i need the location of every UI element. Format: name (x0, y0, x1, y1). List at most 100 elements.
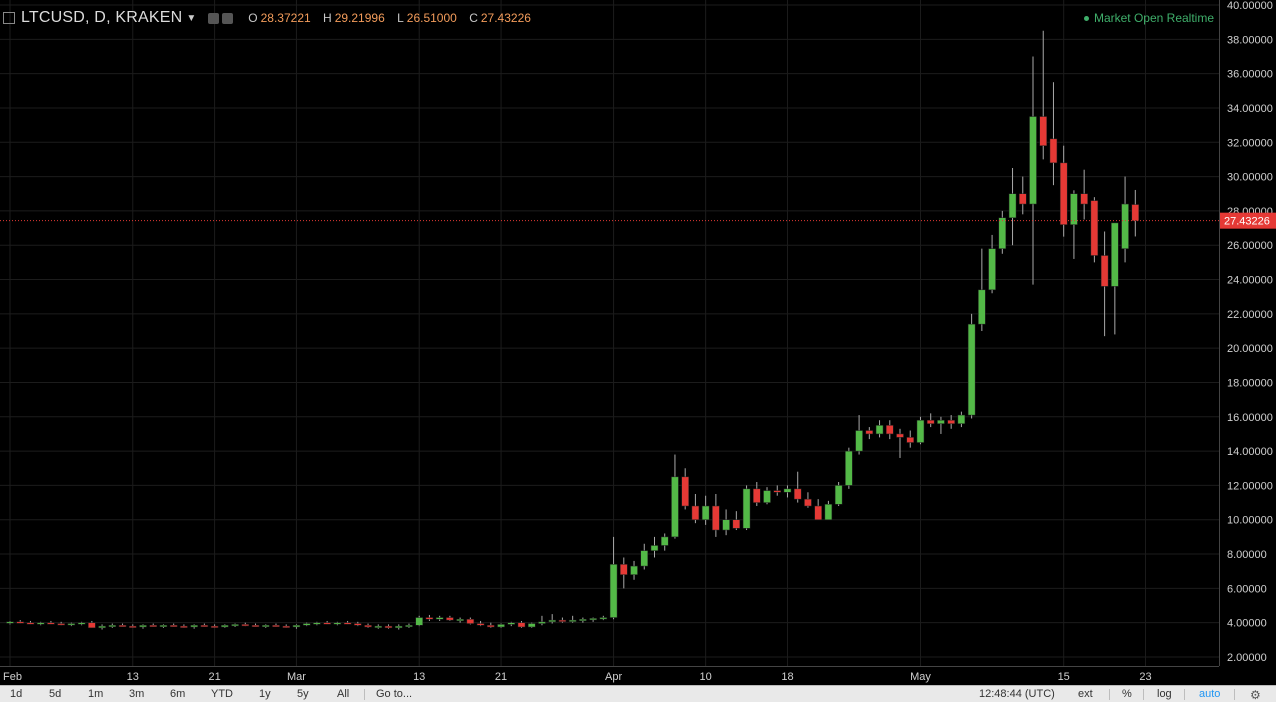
range-5y-button[interactable]: 5y (297, 688, 309, 700)
candle-down (886, 425, 894, 435)
candle-down (323, 622, 331, 625)
candle-down (180, 625, 188, 628)
x-tick-label: 23 (1139, 671, 1151, 683)
candle-up (415, 617, 423, 626)
candle-up (394, 625, 403, 629)
candle-down (1039, 116, 1047, 146)
candle-down (814, 505, 822, 520)
candle-down (926, 419, 935, 424)
candle-up (313, 622, 321, 625)
candle-up (763, 490, 771, 503)
toolbar-divider (364, 689, 365, 700)
menu-icon[interactable] (3, 12, 15, 24)
candle-down (691, 505, 700, 520)
y-tick-label: 10.00000 (1227, 515, 1273, 527)
candle-down (1100, 255, 1109, 287)
candle-down (210, 625, 219, 628)
candle-up (374, 625, 383, 628)
candle-up (36, 622, 45, 625)
candle-up (630, 565, 638, 575)
clock-time[interactable]: 12:48:44 (UTC) (979, 688, 1055, 700)
candle-down (425, 617, 434, 620)
candle-up (507, 622, 516, 625)
y-tick-label: 22.00000 (1227, 309, 1273, 321)
y-tick-label: 6.00000 (1227, 583, 1267, 595)
candle-up (108, 625, 117, 628)
chart-header: LTCUSD, D, KRAKEN ▼ O 28.37221 H 29.21996 … (0, 0, 540, 36)
candle-down (47, 622, 55, 625)
candle-up (6, 621, 14, 624)
market-status: Market Open Realtime (1083, 11, 1214, 25)
range-ytd-button[interactable]: YTD (211, 688, 233, 700)
range-1d-button[interactable]: 1d (10, 688, 23, 700)
candle-down (384, 625, 393, 629)
y-tick-label: 26.00000 (1227, 240, 1273, 252)
candle-down (865, 430, 874, 435)
candle-up (742, 488, 751, 529)
y-tick-label: 30.00000 (1227, 172, 1273, 184)
candle-up (548, 619, 556, 623)
candle-up (599, 617, 608, 620)
range-6m-button[interactable]: 6m (170, 688, 186, 700)
high-label: H (323, 11, 332, 25)
x-tick-label: 13 (127, 671, 139, 683)
range-all-button[interactable]: All (337, 688, 350, 700)
high-value: 29.21996 (334, 11, 385, 25)
open-value: 28.37221 (260, 11, 311, 25)
candle-up (701, 505, 710, 520)
range-5d-button[interactable]: 5d (49, 688, 62, 700)
range-3m-button[interactable]: 3m (129, 688, 145, 700)
candle-down (517, 622, 526, 628)
settings-icon[interactable] (208, 12, 220, 24)
candle-down (149, 625, 157, 628)
y-tick-label: 2.00000 (1227, 652, 1267, 664)
candle-up (77, 622, 86, 625)
range-1y-button[interactable]: 1y (259, 688, 271, 700)
candle-down (1019, 193, 1027, 205)
y-tick-label: 18.00000 (1227, 377, 1273, 389)
candle-down (16, 621, 24, 624)
candle-up (988, 248, 996, 291)
candle-up (190, 625, 198, 628)
gear-icon[interactable] (222, 12, 234, 24)
candle-up (1121, 203, 1129, 249)
candle-up (568, 619, 577, 622)
candle-up (855, 430, 863, 452)
settings-gear-icon[interactable]: ⚙ (1250, 688, 1261, 702)
candle-up (650, 545, 659, 551)
candle-up (1070, 193, 1078, 225)
log-toggle[interactable]: log (1157, 688, 1172, 700)
candle-down (947, 419, 955, 424)
candle-up (783, 488, 792, 493)
candle-down (896, 433, 904, 438)
toolbar-divider (1109, 689, 1110, 700)
candle-down (466, 619, 475, 624)
status-dot-icon (1083, 15, 1089, 21)
candle-up (671, 476, 679, 538)
candle-up (405, 625, 413, 628)
percent-toggle[interactable]: % (1122, 688, 1132, 700)
ext-toggle[interactable]: ext (1078, 688, 1093, 700)
candle-up (67, 623, 76, 626)
candle-down (364, 625, 372, 628)
goto-button[interactable]: Go to... (376, 688, 413, 700)
candle-down (773, 490, 781, 493)
candle-down (1080, 193, 1088, 205)
candle-down (487, 625, 495, 628)
symbol-title[interactable]: LTCUSD, D, KRAKEN (21, 9, 183, 26)
open-label: O (248, 11, 258, 25)
market-status-text: Market Open Realtime (1093, 11, 1214, 25)
y-tick-label: 32.00000 (1227, 137, 1273, 149)
y-tick-label: 24.00000 (1227, 275, 1273, 287)
candle-up (497, 624, 505, 628)
chevron-down-icon[interactable]: ▼ (186, 12, 197, 24)
x-tick-label: 13 (413, 671, 425, 683)
x-tick-label: Mar (287, 671, 306, 683)
range-1m-button[interactable]: 1m (88, 688, 104, 700)
toolbar-divider (1143, 689, 1144, 700)
x-tick-label: 21 (495, 671, 507, 683)
candle-up (957, 414, 966, 424)
bottom-toolbar: 1d 5d 1m 3m 6m YTD 1y 5y All Go to... 12… (0, 685, 1276, 702)
auto-toggle[interactable]: auto (1199, 688, 1221, 700)
